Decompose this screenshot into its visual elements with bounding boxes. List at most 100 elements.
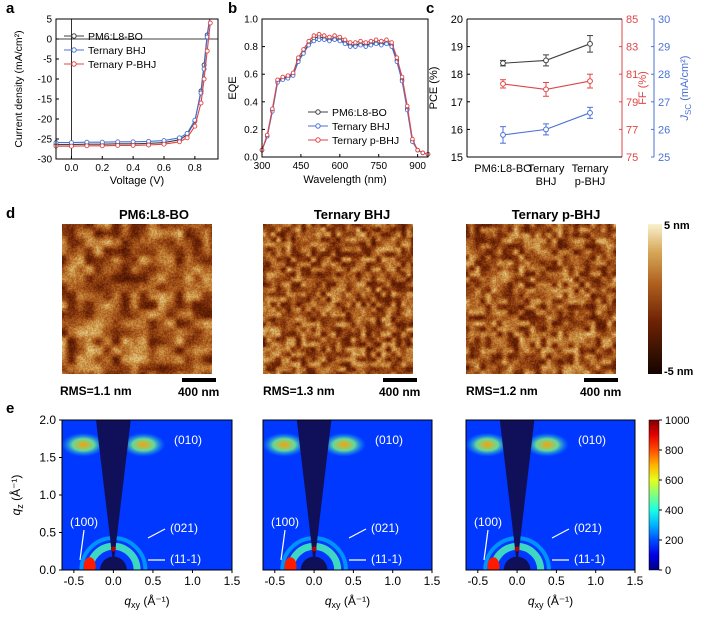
eqe-point bbox=[363, 40, 368, 45]
giwaxs-ytick-label: 1.0 bbox=[39, 488, 56, 502]
eqe-legend-label: Ternary p-BHJ bbox=[332, 135, 399, 147]
eqe-point bbox=[337, 34, 343, 40]
jv-ytick-label: -15 bbox=[38, 95, 53, 106]
rms-label-3: RMS=1.2 nm bbox=[466, 384, 538, 398]
giwaxs-xlabel: qxy (Å⁻¹) bbox=[325, 593, 370, 610]
giwaxs-xtick-label: 1.5 bbox=[627, 574, 644, 588]
giwaxs-map-3 bbox=[466, 420, 635, 570]
eqe-point bbox=[296, 55, 301, 60]
rms-label-2: RMS=1.3 nm bbox=[263, 384, 335, 398]
giwaxs-xtick-label: -0.5 bbox=[467, 574, 488, 588]
eqe-xtick-label: 600 bbox=[331, 161, 348, 172]
eqe-point bbox=[399, 74, 405, 80]
eqe-ytick-label: 0.0 bbox=[244, 153, 258, 164]
giwaxs-ytick-label: 0.5 bbox=[39, 526, 56, 540]
specular-spot bbox=[514, 546, 520, 552]
pce-axis-label: PCE (%) bbox=[428, 67, 440, 110]
jv-legend-label: PM6:L8-BO bbox=[88, 31, 143, 43]
scale-label-1: 400 nm bbox=[178, 385, 220, 399]
eqe-point bbox=[321, 33, 327, 38]
peak-annotation: (11-1) bbox=[574, 552, 605, 566]
eqe-point bbox=[410, 136, 415, 142]
colorbar-tick-label: 800 bbox=[665, 445, 683, 457]
eqe-ylabel: EQE bbox=[227, 76, 239, 99]
giwaxs-xtick-label: -0.5 bbox=[64, 574, 85, 588]
axis-tick-label: 75 bbox=[626, 152, 638, 164]
jv-point bbox=[198, 100, 204, 106]
arrow-021 bbox=[348, 528, 367, 539]
peak-annotation: (100) bbox=[70, 515, 98, 529]
peak-annotation: (100) bbox=[271, 515, 299, 529]
giwaxs-ylabel-main: q bbox=[9, 508, 23, 515]
afm-title-3: Ternary p-BHJ bbox=[511, 207, 601, 222]
peak-010-right bbox=[524, 432, 569, 457]
giwaxs-xtick-label: 1.0 bbox=[184, 574, 201, 588]
category-label: Ternary bbox=[572, 163, 609, 175]
giwaxs-map-1 bbox=[62, 420, 232, 570]
eqe-point bbox=[379, 42, 384, 48]
jv-point bbox=[207, 20, 213, 26]
eqe-point bbox=[363, 44, 368, 49]
arrow-021 bbox=[147, 528, 166, 539]
eqe-point bbox=[342, 37, 348, 42]
panel-label-d: d bbox=[6, 205, 16, 222]
giwaxs-xtick-label: 1.5 bbox=[424, 574, 441, 588]
jv-legend-marker bbox=[71, 47, 77, 53]
giwaxs-colorbar bbox=[648, 419, 660, 571]
peak-annotation: (010) bbox=[375, 433, 403, 447]
eqe-point bbox=[332, 33, 337, 38]
missing-wedge bbox=[296, 420, 332, 567]
eqe-point bbox=[301, 47, 306, 52]
jv-legend-label: Ternary P-BHJ bbox=[88, 59, 156, 71]
scale-bar-2 bbox=[383, 378, 417, 382]
param-point bbox=[500, 80, 506, 87]
jv-ytick-label: -30 bbox=[38, 155, 53, 166]
giwaxs-xtick-label: 0.5 bbox=[145, 574, 162, 588]
eqe-ytick-label: 0.6 bbox=[244, 70, 258, 81]
afm-image-ternary-bhj bbox=[263, 224, 413, 374]
eqe-point bbox=[327, 34, 332, 40]
giwaxs-xlabel-main: q bbox=[325, 594, 332, 608]
panel-label-c: c bbox=[426, 0, 435, 17]
eqe-point bbox=[353, 40, 358, 45]
jsc-axis-label: JSC (mA/cm²) bbox=[679, 56, 693, 122]
giwaxs-xtick-label: 0.0 bbox=[509, 574, 526, 588]
specular-spot bbox=[110, 546, 116, 552]
eqe-legend-marker bbox=[315, 137, 321, 143]
category-label: Ternary bbox=[528, 163, 565, 175]
afm-colorbar-min: -5 nm bbox=[664, 366, 694, 378]
eqe-ytick-label: 1.0 bbox=[244, 15, 258, 26]
jv-point bbox=[68, 143, 74, 149]
giwaxs-ytick-label: 0.0 bbox=[39, 563, 56, 577]
giwaxs-xlabel: qxy (Å⁻¹) bbox=[124, 593, 169, 610]
jv-point bbox=[201, 76, 207, 82]
jv-legend-marker bbox=[71, 61, 77, 67]
eqe-xtick-label: 450 bbox=[293, 161, 310, 172]
eqe-xlabel: Wavelength (nm) bbox=[303, 174, 386, 186]
giwaxs-xtick-label: 0.0 bbox=[105, 574, 122, 588]
scale-bar-1 bbox=[182, 378, 216, 382]
giwaxs-xtick-label: 0.5 bbox=[548, 574, 565, 588]
jsc-label-sub: SC bbox=[684, 104, 693, 115]
arrow-021 bbox=[551, 528, 570, 539]
peak-annotation: (11-1) bbox=[170, 552, 201, 566]
giwaxs-xtick-label: 1.0 bbox=[587, 574, 604, 588]
giwaxs-xlabel-unit: (Å⁻¹) bbox=[341, 593, 371, 608]
eqe-point bbox=[420, 150, 426, 156]
axis-tick-label: 30 bbox=[658, 14, 670, 26]
jv-point bbox=[146, 142, 152, 148]
giwaxs-xlabel-unit: (Å⁻¹) bbox=[544, 593, 574, 608]
eqe-xtick-label: 750 bbox=[370, 161, 387, 172]
giwaxs-ytick-label: 2.0 bbox=[39, 413, 56, 427]
param-point bbox=[587, 40, 593, 47]
jv-xtick-label: 0.2 bbox=[95, 163, 109, 174]
beamstop bbox=[99, 556, 127, 570]
giwaxs-ytick-label: 1.5 bbox=[39, 451, 56, 465]
missing-wedge bbox=[96, 420, 131, 567]
giwaxs-xtick-label: 0.5 bbox=[345, 574, 362, 588]
arrow-100 bbox=[79, 529, 85, 561]
param-point bbox=[500, 60, 506, 67]
peak-100-spot bbox=[487, 557, 500, 570]
jv-ytick-label: -20 bbox=[38, 115, 53, 126]
